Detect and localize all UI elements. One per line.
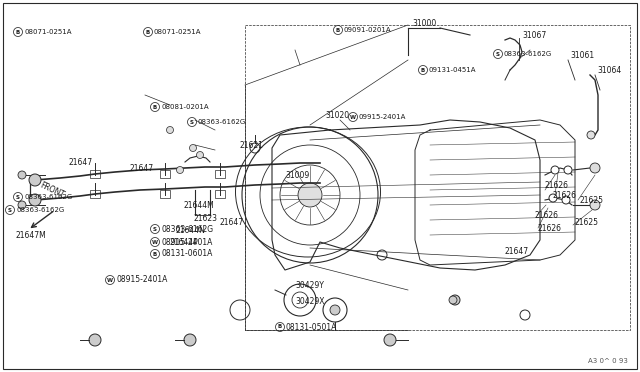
Text: S: S: [190, 119, 194, 125]
Text: FRONT: FRONT: [38, 181, 66, 200]
Circle shape: [18, 201, 26, 209]
Text: 21644M: 21644M: [183, 201, 214, 209]
Text: 21625: 21625: [575, 218, 599, 227]
Text: S: S: [8, 208, 12, 212]
Circle shape: [551, 166, 559, 174]
Text: 08131-0601A: 08131-0601A: [161, 250, 212, 259]
Text: B: B: [146, 29, 150, 35]
Text: 31020: 31020: [325, 110, 349, 119]
Text: 21625: 21625: [580, 196, 604, 205]
Text: 08131-0501A: 08131-0501A: [286, 323, 337, 331]
Circle shape: [189, 144, 196, 151]
Text: 09915-2401A: 09915-2401A: [359, 114, 406, 120]
Text: 21647: 21647: [68, 157, 92, 167]
Circle shape: [449, 296, 457, 304]
Text: S: S: [153, 227, 157, 231]
Text: 08915-2401A: 08915-2401A: [116, 276, 168, 285]
Text: 31067: 31067: [522, 31, 547, 39]
Text: B: B: [421, 67, 425, 73]
Text: 21644N: 21644N: [175, 225, 205, 234]
Circle shape: [177, 167, 184, 173]
Text: 21621: 21621: [240, 141, 264, 150]
Text: 21647M: 21647M: [15, 231, 45, 240]
Text: 30429Y: 30429Y: [295, 280, 324, 289]
Text: B: B: [153, 251, 157, 257]
Circle shape: [196, 151, 204, 158]
Bar: [160, 170, 170, 178]
Circle shape: [29, 174, 41, 186]
Text: S: S: [16, 195, 20, 199]
Text: 08081-0201A: 08081-0201A: [161, 104, 209, 110]
Circle shape: [564, 166, 572, 174]
Bar: [90, 170, 100, 178]
Text: B: B: [153, 105, 157, 109]
Circle shape: [29, 194, 41, 206]
Text: 31064: 31064: [597, 65, 621, 74]
Text: 31009: 31009: [285, 170, 309, 180]
Circle shape: [590, 163, 600, 173]
Bar: [160, 190, 170, 198]
Text: 21647: 21647: [505, 247, 529, 257]
Text: S: S: [496, 51, 500, 57]
Text: B: B: [16, 29, 20, 35]
Circle shape: [18, 171, 26, 179]
Text: 08071-0251A: 08071-0251A: [154, 29, 202, 35]
Text: 31000: 31000: [412, 19, 436, 28]
Circle shape: [184, 334, 196, 346]
Circle shape: [450, 295, 460, 305]
Text: 31061: 31061: [570, 51, 594, 60]
Text: A3 0^ 0 93: A3 0^ 0 93: [588, 358, 628, 364]
Circle shape: [298, 183, 322, 207]
Text: 21623: 21623: [193, 214, 217, 222]
Text: B: B: [278, 324, 282, 330]
Text: 21644P: 21644P: [170, 237, 199, 247]
Text: 08363-6162G: 08363-6162G: [16, 207, 64, 213]
Text: 30429X: 30429X: [295, 298, 324, 307]
Circle shape: [89, 334, 101, 346]
Circle shape: [587, 131, 595, 139]
Text: 08363-6162G: 08363-6162G: [24, 194, 72, 200]
Bar: [215, 170, 225, 178]
Text: 21626: 21626: [538, 224, 562, 232]
Text: 08915-2401A: 08915-2401A: [161, 237, 212, 247]
Text: 08363-6162G: 08363-6162G: [198, 119, 246, 125]
Text: 08363-6162G: 08363-6162G: [161, 224, 213, 234]
Text: 21647: 21647: [130, 164, 154, 173]
Text: W: W: [152, 240, 158, 244]
Bar: [215, 190, 225, 198]
Bar: [90, 190, 100, 198]
Text: W: W: [350, 115, 356, 119]
Circle shape: [590, 200, 600, 210]
Text: 08363-6162G: 08363-6162G: [504, 51, 552, 57]
Circle shape: [384, 334, 396, 346]
Text: W: W: [107, 278, 113, 282]
Circle shape: [330, 305, 340, 315]
Text: 21647: 21647: [220, 218, 244, 227]
Circle shape: [562, 196, 570, 204]
Circle shape: [166, 126, 173, 134]
Text: 21626: 21626: [553, 190, 577, 199]
Text: 21626: 21626: [535, 211, 559, 219]
Text: 21626: 21626: [545, 180, 569, 189]
Text: 09091-0201A: 09091-0201A: [344, 27, 392, 33]
Text: 09131-0451A: 09131-0451A: [429, 67, 477, 73]
Circle shape: [549, 194, 557, 202]
Text: 08071-0251A: 08071-0251A: [24, 29, 72, 35]
Text: B: B: [336, 28, 340, 32]
